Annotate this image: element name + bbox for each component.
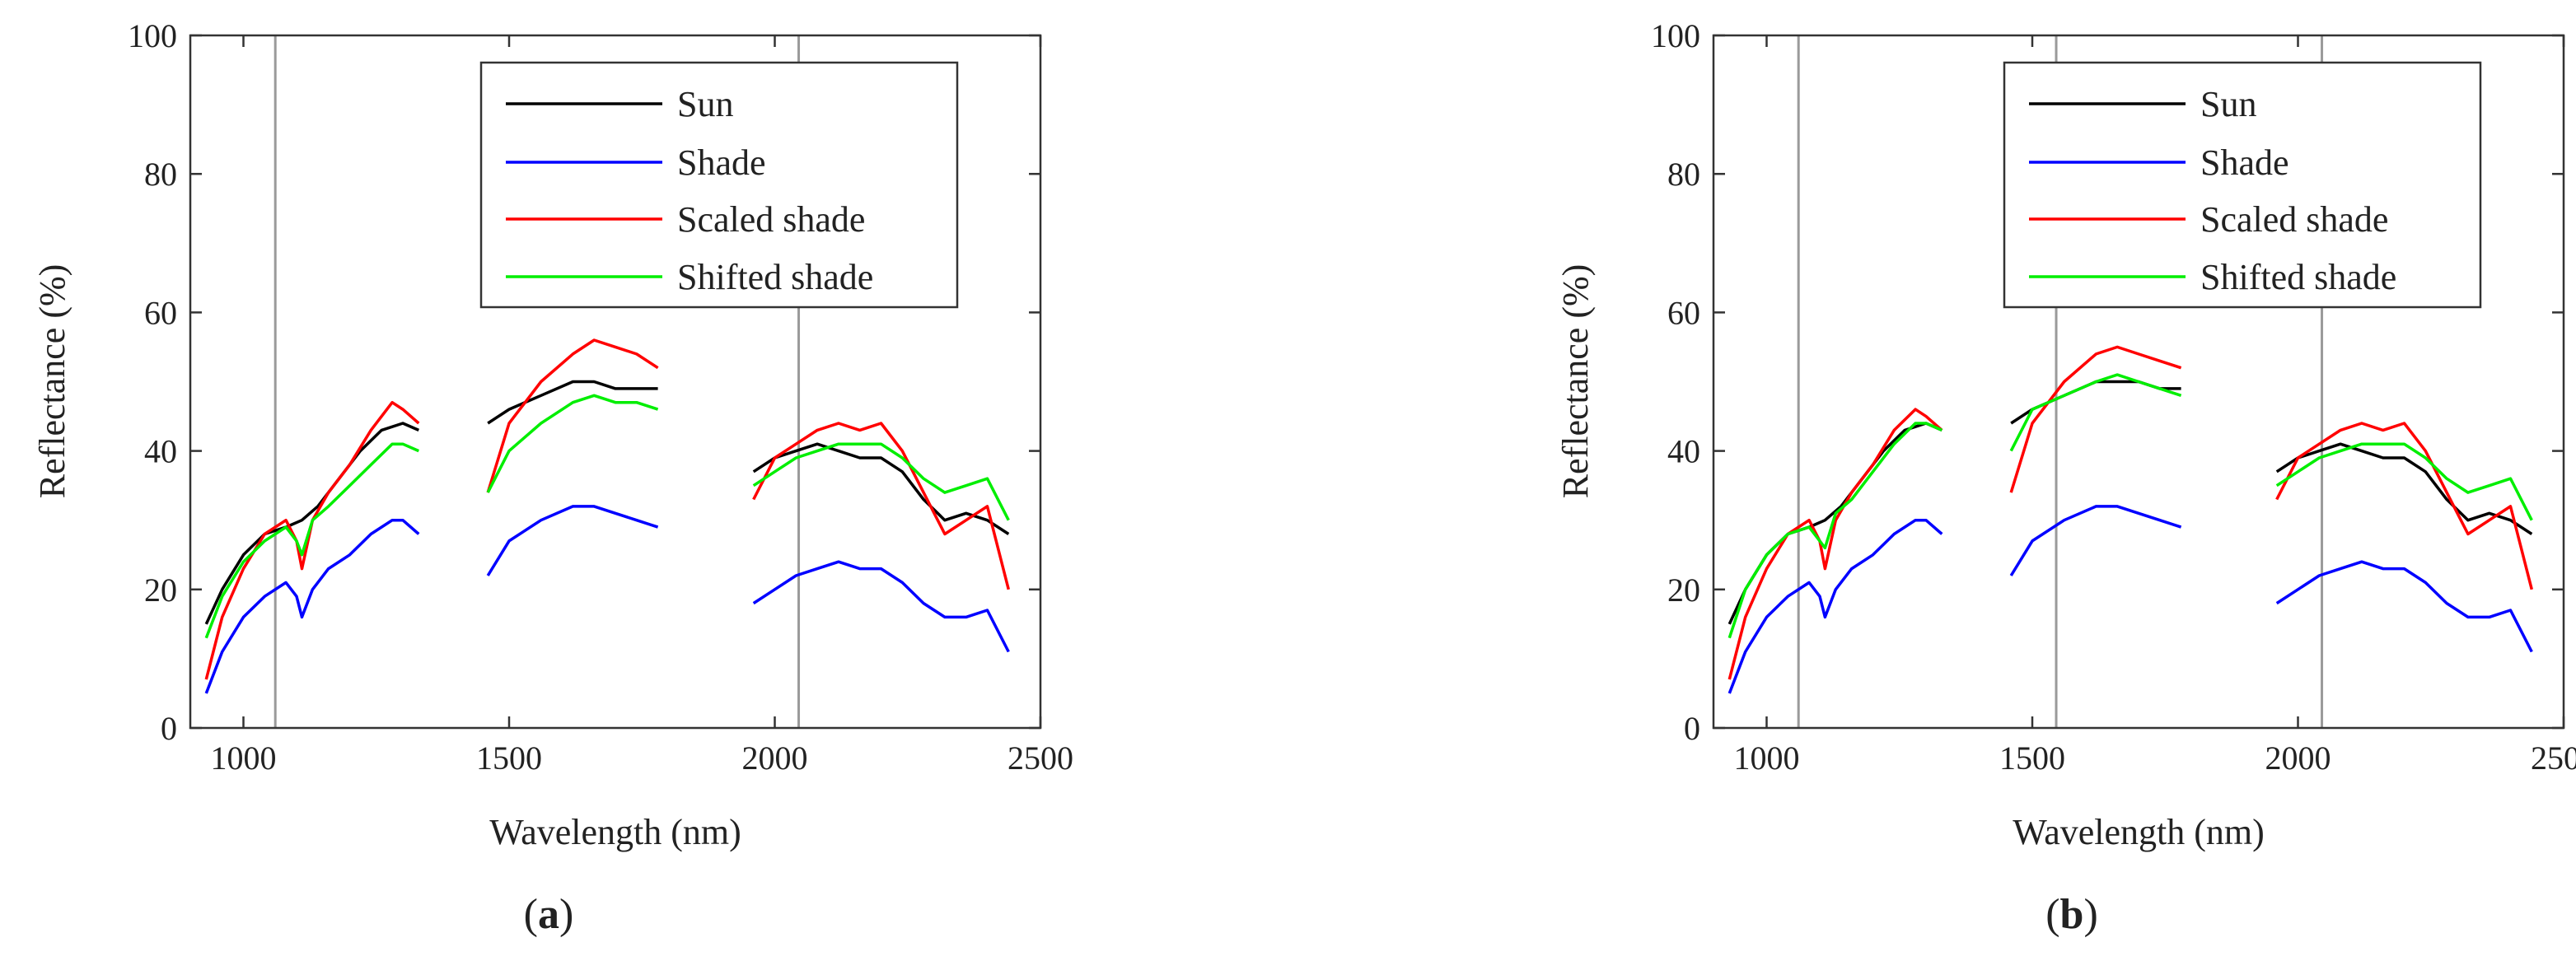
series-shifted-shade-segment-2 bbox=[486, 394, 659, 493]
series-shifted-shade-segment-3 bbox=[2275, 442, 2533, 521]
chart-panel-b: 1000 1500 2000 2500 0 20 40 60 80 100 Wavelength … bbox=[1555, 17, 2576, 938]
series-scaled-shade-segment-2 bbox=[486, 338, 659, 493]
x-tick-label-2500: 2500 bbox=[2531, 739, 2576, 777]
x-tick-label-2500: 2500 bbox=[1007, 739, 1073, 777]
x-axis-label: Wavelength (nm) bbox=[2013, 812, 2265, 852]
series-shifted-shade-segment-2 bbox=[2009, 373, 2182, 452]
y-tick-label-0: 0 bbox=[161, 710, 177, 747]
y-axis-label: Reflectance (%) bbox=[32, 264, 72, 499]
panel-letter: a bbox=[538, 891, 559, 938]
axes-frame bbox=[1712, 34, 2565, 730]
legend-label-sun: Sun bbox=[677, 84, 733, 124]
legend-label-sun: Sun bbox=[2200, 84, 2256, 124]
series-sun-segment-3 bbox=[752, 442, 1010, 535]
series-shifted-shade-segment-1 bbox=[204, 442, 419, 639]
series-shade-segment-3 bbox=[752, 560, 1010, 653]
y-tick-label-80: 80 bbox=[1667, 156, 1700, 193]
y-tick-label-40: 40 bbox=[144, 433, 177, 470]
y-axis-label: Reflectance (%) bbox=[1555, 264, 1596, 499]
axes-frame bbox=[189, 34, 1042, 730]
legend-label-shade: Shade bbox=[677, 142, 766, 183]
panel-letter: b bbox=[2060, 891, 2084, 938]
legend-label-shade: Shade bbox=[2200, 142, 2289, 183]
x-tick-label-2000: 2000 bbox=[742, 739, 808, 777]
series-scaled-shade-segment-3 bbox=[2275, 422, 2533, 590]
series-scaled-shade-segment-1 bbox=[1727, 408, 1943, 680]
x-tick-label-1500: 1500 bbox=[1999, 739, 2065, 777]
y-tick-label-80: 80 bbox=[144, 156, 177, 193]
y-tick-label-100: 100 bbox=[128, 17, 177, 54]
series-shade-segment-2 bbox=[486, 505, 659, 576]
chart-panel-a: 1000 1500 2000 2500 0 20 40 60 80 100 Wavelength … bbox=[32, 17, 1073, 938]
x-axis-label: Wavelength (nm) bbox=[489, 812, 741, 852]
series-shifted-shade-segment-1 bbox=[1727, 422, 1943, 639]
x-tick-label-1500: 1500 bbox=[476, 739, 542, 777]
y-tick-label-40: 40 bbox=[1667, 433, 1700, 470]
legend-label-scaled-shade: Scaled shade bbox=[677, 199, 865, 240]
series-scaled-shade-segment-1 bbox=[204, 400, 420, 680]
y-tick-label-20: 20 bbox=[144, 571, 177, 609]
y-tick-label-60: 60 bbox=[144, 294, 177, 331]
series-shade-segment-3 bbox=[2275, 560, 2533, 653]
series-shifted-shade-segment-3 bbox=[752, 442, 1010, 521]
series-sun-segment-2 bbox=[487, 380, 658, 425]
legend: Sun Shade Scaled shade Shifted shade bbox=[2003, 61, 2482, 309]
legend-label-shifted-shade: Shifted shade bbox=[2200, 257, 2396, 297]
x-tick-label-2000: 2000 bbox=[2265, 739, 2331, 777]
series-sun-segment-3 bbox=[2275, 442, 2533, 535]
series-shade-segment-1 bbox=[204, 518, 420, 694]
y-tick-label-100: 100 bbox=[1651, 17, 1700, 54]
panel-label: (a) bbox=[524, 891, 574, 938]
legend-label-scaled-shade: Scaled shade bbox=[2200, 199, 2388, 240]
y-tick-label-20: 20 bbox=[1667, 571, 1700, 609]
series-shade-segment-2 bbox=[2009, 505, 2182, 576]
y-tick-label-0: 0 bbox=[1684, 710, 1700, 747]
series-scaled-shade-segment-2 bbox=[2009, 345, 2182, 493]
x-tick-label-1000: 1000 bbox=[1734, 739, 1800, 777]
panel-label: (b) bbox=[2045, 891, 2098, 938]
legend: Sun Shade Scaled shade Shifted shade bbox=[479, 61, 959, 309]
x-tick-label-1000: 1000 bbox=[211, 739, 277, 777]
legend-label-shifted-shade: Shifted shade bbox=[677, 257, 873, 297]
series-shade-segment-1 bbox=[1727, 518, 1943, 694]
series-scaled-shade-segment-3 bbox=[752, 422, 1010, 590]
y-tick-label-60: 60 bbox=[1667, 294, 1700, 331]
series-sun-segment-1 bbox=[204, 422, 419, 625]
